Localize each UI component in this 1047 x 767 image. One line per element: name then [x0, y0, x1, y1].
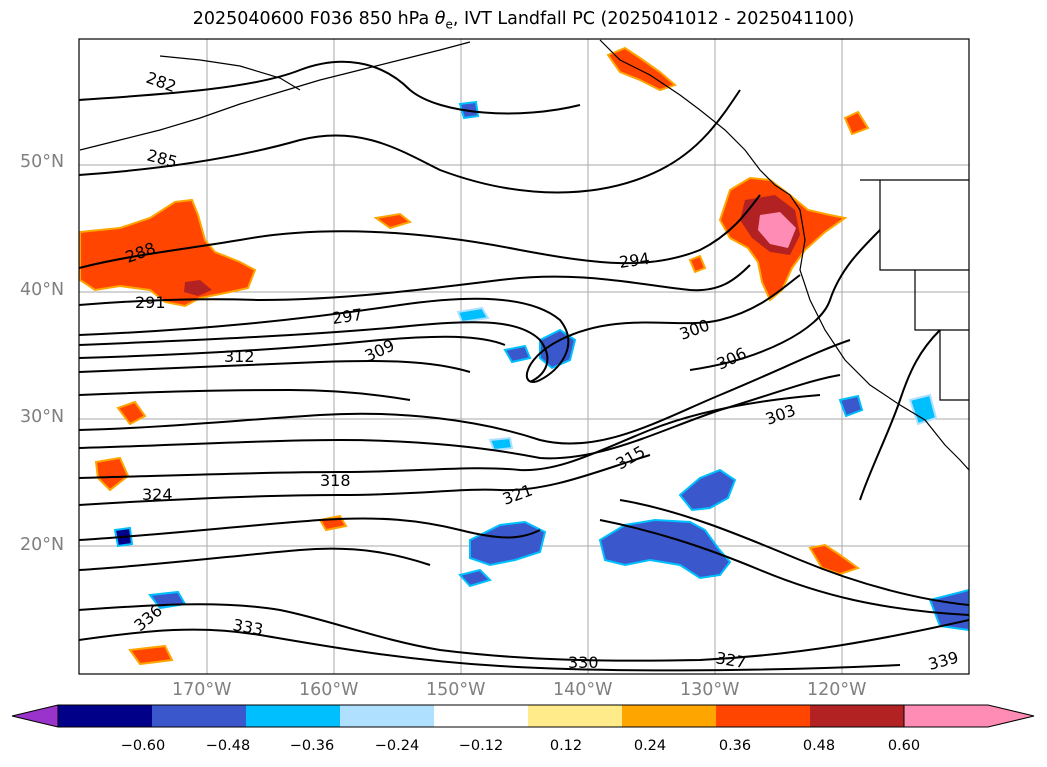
map-frame: [78, 38, 970, 675]
shade-midlat-blue-2: [503, 344, 532, 364]
colorbar-bin: [152, 705, 246, 727]
shade-subtropic-blue-main: [598, 518, 732, 580]
shade-small-1: [116, 400, 147, 426]
colorbar-label: −0.48: [205, 738, 251, 754]
lon-tick: 150°W: [426, 680, 486, 700]
shade-west-pacific-core: [184, 280, 212, 296]
lat-tick: 30°N: [20, 407, 65, 427]
shade-pt-blue-5: [838, 394, 864, 418]
colorbar-label: 0.36: [718, 738, 752, 754]
theta-e-contours: [79, 60, 969, 672]
colorbar: [11, 704, 1035, 728]
colorbar-bin: [434, 705, 528, 727]
colorbar-label: 0.24: [633, 738, 667, 754]
shade-pt-blue-7: [488, 436, 514, 452]
shade-pt-blue-4: [928, 588, 969, 632]
shade-small-7: [843, 110, 870, 136]
colorbar-bin: [622, 705, 716, 727]
lat-tick: 40°N: [20, 280, 65, 300]
lon-tick: 130°W: [680, 680, 740, 700]
colorbar-bin: [528, 705, 622, 727]
coastline: [79, 39, 969, 471]
colorbar-label: 0.12: [549, 738, 583, 754]
shade-west-pacific-positive: [79, 198, 257, 308]
contour-label: 324: [142, 485, 173, 504]
colorbar-bin: [58, 705, 152, 727]
contour-label: 318: [320, 471, 351, 490]
contour-label: 330: [568, 653, 599, 672]
colorbar-extend-high: [903, 704, 1035, 728]
contour-label: 294: [618, 249, 651, 272]
lon-tick: 120°W: [807, 680, 867, 700]
shade-subtropic-blue-3: [469, 520, 547, 567]
contour-label: 297: [331, 305, 364, 328]
lat-tick: 50°N: [20, 152, 65, 172]
colorbar-bin: [810, 705, 904, 727]
colorbar-label: −0.60: [120, 738, 166, 754]
shade-small-3: [373, 212, 413, 230]
shade-midlat-blue: [539, 328, 577, 370]
contour-label: 291: [135, 293, 166, 312]
shade-small-6: [688, 254, 707, 274]
colorbar-label: −0.36: [289, 738, 335, 754]
chart-title: 2025040600 F036 850 hPa θe, IVT Landfall…: [192, 9, 855, 32]
shade-pt-blue-6: [456, 306, 490, 324]
contour-label: 312: [224, 347, 255, 366]
lon-tick: 160°W: [299, 680, 359, 700]
colorbar-label: 0.48: [802, 738, 836, 754]
shade-pt-blue-8: [908, 393, 938, 426]
shade-coast-peak: [758, 212, 796, 248]
lon-tick: 140°W: [553, 680, 613, 700]
lat-tick: 20°N: [20, 535, 65, 555]
colorbar-bin: [340, 705, 434, 727]
shade-small-2: [94, 456, 130, 492]
lon-tick: 170°W: [172, 680, 232, 700]
shade-subtropic-blue-4: [458, 568, 492, 588]
shade-small-5: [128, 644, 174, 666]
shade-north-coast: [606, 46, 677, 92]
colorbar-label: −0.24: [374, 738, 420, 754]
colorbar-label: −0.12: [458, 738, 504, 754]
colorbar-frame: [57, 704, 905, 728]
colorbar-label: 0.60: [887, 738, 921, 754]
shade-subtropic-blue-2: [678, 468, 737, 512]
negative-anomaly-shading: [113, 100, 969, 632]
colorbar-bin: [716, 705, 810, 727]
colorbar-bin: [246, 705, 340, 727]
